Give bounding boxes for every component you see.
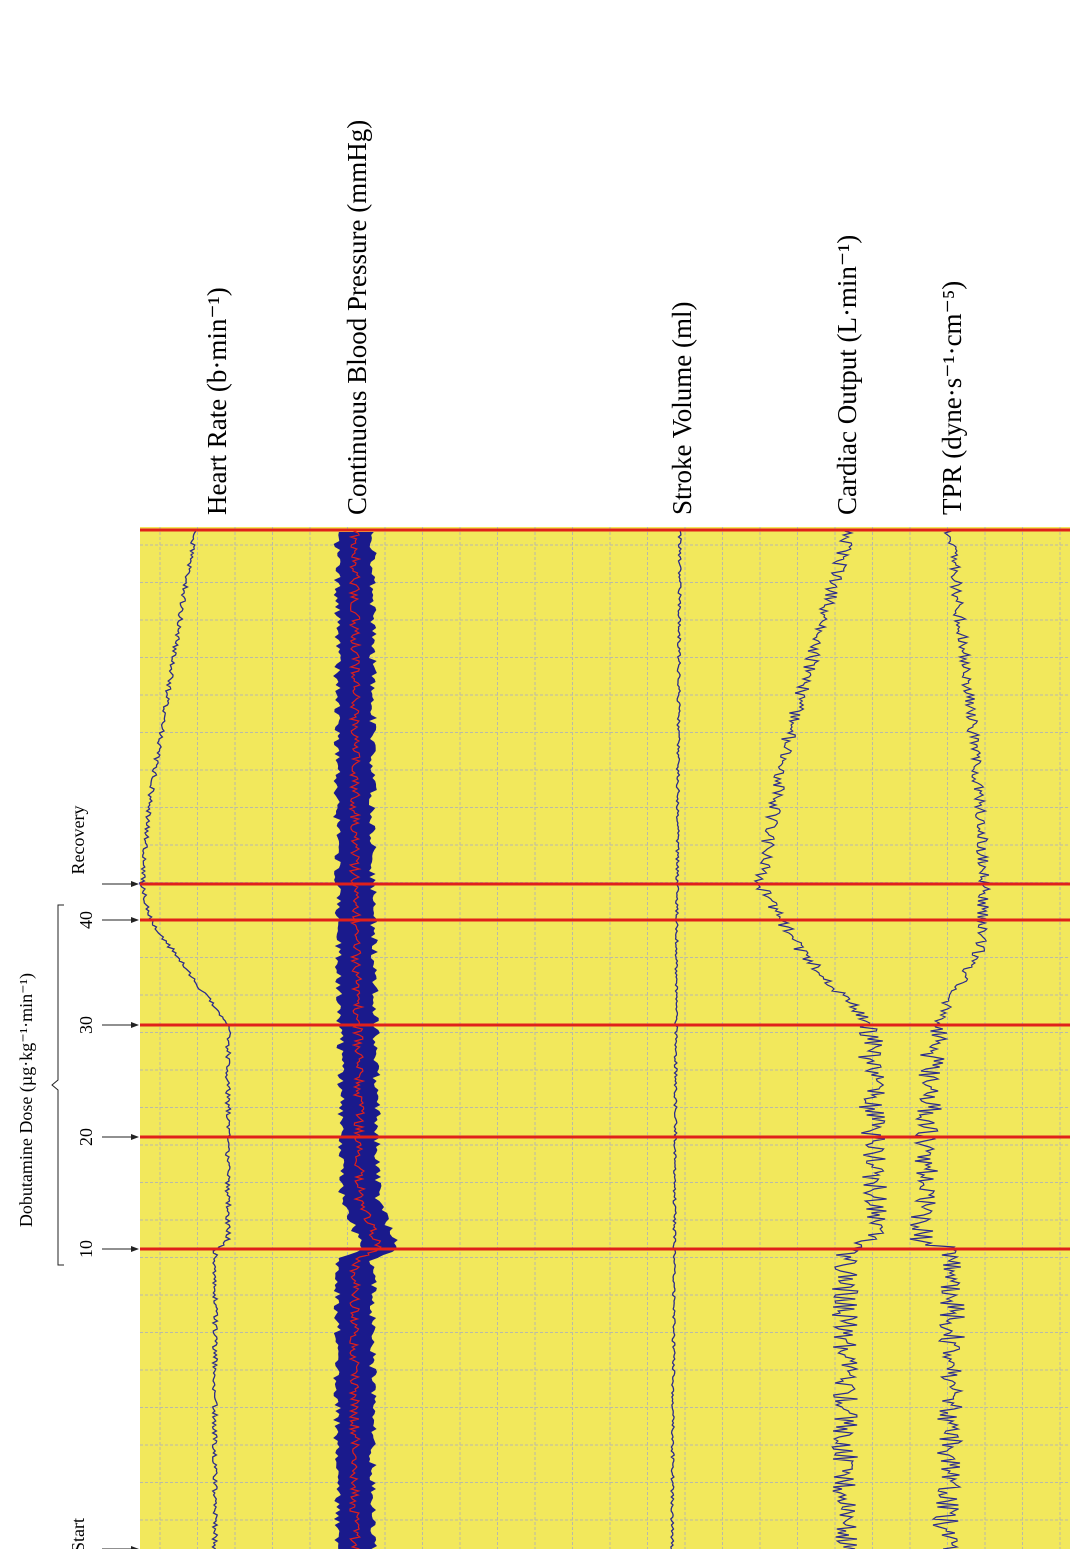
recovery-label: Recovery bbox=[68, 806, 88, 875]
dose-ticks: 10 20 30 40 bbox=[76, 884, 138, 1549]
dose-tick-label: 20 bbox=[76, 1128, 96, 1146]
dose-label: Dobutamine Dose (µg·kg⁻¹·min⁻¹) bbox=[16, 973, 37, 1227]
dose-tick-label: 40 bbox=[76, 911, 96, 929]
trace-label: Stroke Volume (ml) bbox=[667, 302, 697, 516]
trace-label: Cardiac Output (L·min⁻¹) bbox=[832, 235, 862, 515]
dose-tick-label: 10 bbox=[76, 1240, 96, 1258]
start-label: Start bbox=[68, 1518, 88, 1549]
chart-paper bbox=[140, 527, 1070, 1549]
dose-tick-label: 30 bbox=[76, 1016, 96, 1034]
dose-bracket bbox=[52, 905, 64, 1265]
recording-figure: Heart Rate (b·min⁻¹) Continuous Blood Pr… bbox=[0, 0, 1070, 1549]
trace-label: Continuous Blood Pressure (mmHg) bbox=[342, 120, 372, 515]
trace-label: TPR (dyne·s⁻¹·cm⁻⁵) bbox=[937, 281, 967, 515]
trace-label: Heart Rate (b·min⁻¹) bbox=[202, 287, 232, 515]
